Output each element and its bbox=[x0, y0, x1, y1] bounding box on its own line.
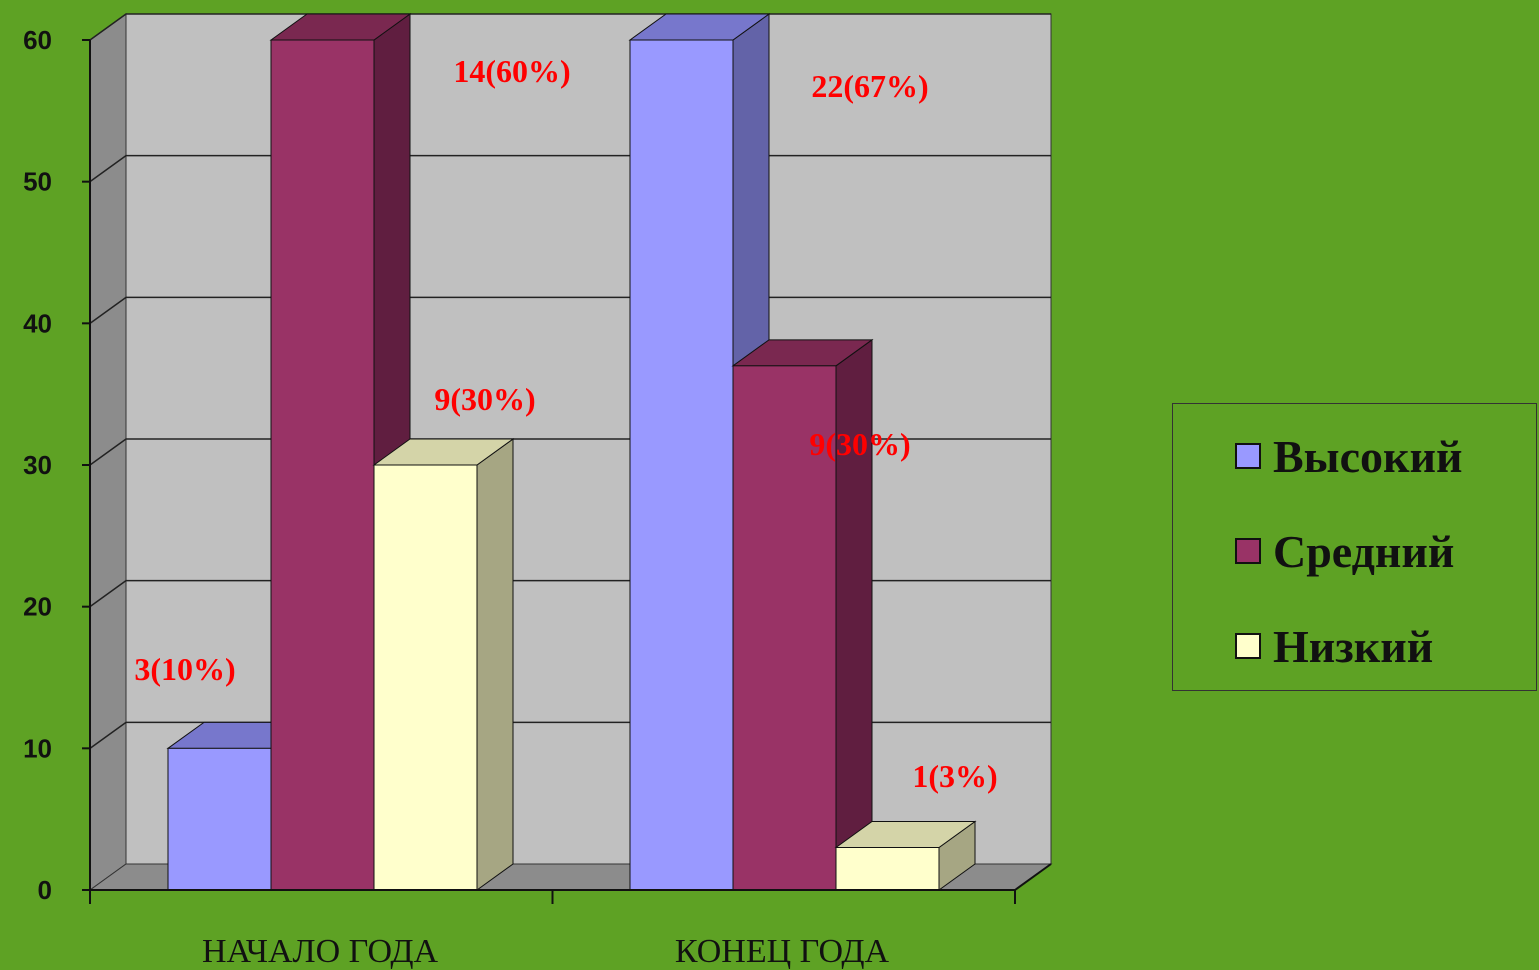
bar-side bbox=[835, 338, 873, 891]
y-tick-label: 0 bbox=[38, 875, 52, 905]
y-tick-label: 60 bbox=[23, 25, 52, 55]
bar-0-2 bbox=[372, 438, 515, 891]
bar-1-1 bbox=[731, 338, 874, 891]
bar-front bbox=[629, 39, 734, 891]
bar-front bbox=[835, 847, 940, 891]
legend-swatch-low bbox=[1235, 633, 1261, 659]
bar-front bbox=[732, 365, 837, 891]
y-tick-label: 40 bbox=[23, 308, 52, 338]
y-tick-label: 10 bbox=[23, 733, 52, 763]
legend-item-low: Низкий bbox=[1235, 616, 1433, 676]
y-tick-label: 30 bbox=[23, 450, 52, 480]
category-labels: НАЧАЛО ГОДА КОНЕЦ ГОДА bbox=[202, 933, 890, 970]
legend-label-high: Высокий bbox=[1273, 430, 1463, 482]
data-label: 1(3%) bbox=[912, 758, 997, 794]
bar-front bbox=[167, 747, 272, 891]
bar-front bbox=[373, 464, 478, 891]
bar-front bbox=[270, 39, 375, 891]
data-label: 9(30%) bbox=[434, 381, 535, 417]
legend-item-high: Высокий bbox=[1235, 426, 1463, 486]
legend-label-low: Низкий bbox=[1273, 620, 1434, 672]
legend-swatch-high bbox=[1235, 443, 1261, 469]
floor-edge bbox=[1014, 863, 1052, 891]
category-label: КОНЕЦ ГОДА bbox=[675, 933, 890, 970]
legend-swatch-medium bbox=[1235, 538, 1261, 564]
y-tick-label: 20 bbox=[23, 592, 52, 622]
legend: Высокий Средний Низкий bbox=[1172, 403, 1537, 691]
data-labels: 3(10%) 22(67%) 14(60%) 9(30%) 9(30%) 1(3%) bbox=[134, 53, 997, 794]
data-label: 14(60%) bbox=[453, 53, 570, 89]
legend-item-medium: Средний bbox=[1235, 521, 1454, 581]
data-label: 22(67%) bbox=[811, 68, 928, 104]
data-label: 3(10%) bbox=[134, 651, 235, 687]
data-label: 9(30%) bbox=[809, 426, 910, 462]
y-tick-label: 50 bbox=[23, 167, 52, 197]
y-tick-labels: 0 10 20 30 40 50 60 bbox=[23, 25, 52, 905]
bar-1-2 bbox=[834, 820, 977, 891]
legend-label-medium: Средний bbox=[1273, 525, 1455, 577]
bar-side bbox=[476, 438, 514, 891]
axes bbox=[82, 39, 1052, 904]
category-label: НАЧАЛО ГОДА bbox=[202, 933, 439, 970]
bars bbox=[166, 13, 977, 891]
